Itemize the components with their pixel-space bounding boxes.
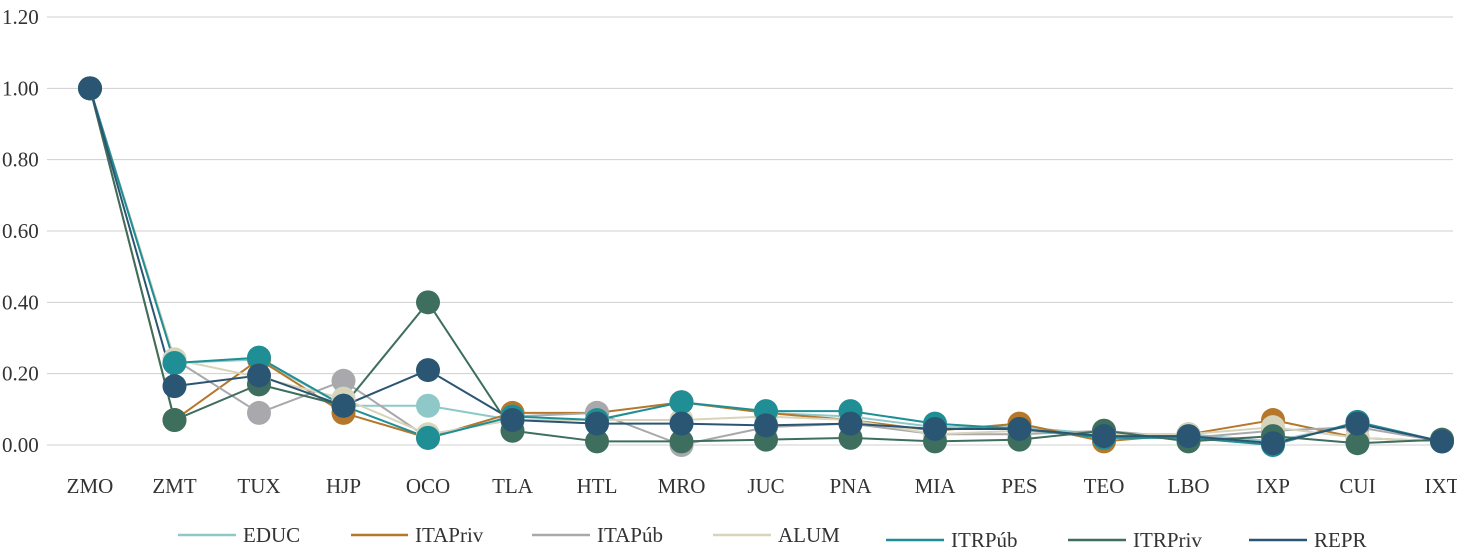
x-tick-label: TLA <box>492 474 534 498</box>
data-point <box>1261 431 1285 456</box>
x-axis-ticks: ZMO ZMT TUX HJP OCO TLA HTL MRO JUC PNA MIA PES TEO L… <box>67 474 1457 498</box>
series-lines <box>89 88 1443 446</box>
x-tick-label: TEO <box>1084 474 1125 498</box>
data-point <box>585 411 609 436</box>
data-point <box>754 413 778 438</box>
x-tick-label: IXP <box>1256 474 1290 498</box>
x-tick-label: PES <box>1001 474 1037 498</box>
data-point <box>416 393 440 418</box>
y-tick-label: 1.00 <box>2 76 39 100</box>
x-tick-label: HTL <box>577 474 618 498</box>
data-point <box>669 411 694 436</box>
data-point <box>416 358 440 383</box>
y-tick-label: 0.40 <box>2 290 39 314</box>
data-point <box>331 368 356 393</box>
data-point <box>500 408 525 433</box>
x-tick-label: MRO <box>658 474 706 498</box>
data-point <box>1176 424 1201 449</box>
data-point <box>416 425 440 450</box>
legend-label: ITAPúb <box>597 523 663 547</box>
series-line-itrpúb <box>89 88 1443 446</box>
data-point <box>247 345 271 370</box>
y-tick-label: 0.00 <box>2 433 39 457</box>
x-tick-label: TUX <box>237 474 280 498</box>
data-point <box>1345 431 1370 456</box>
data-point <box>1007 416 1032 441</box>
legend-label: EDUC <box>243 523 300 547</box>
x-tick-label: HJP <box>326 474 361 498</box>
data-point <box>162 374 187 399</box>
data-point <box>247 363 271 388</box>
data-point <box>162 350 187 375</box>
series-points <box>78 76 1454 457</box>
x-tick-label: ZMT <box>152 474 197 498</box>
data-point <box>923 416 947 441</box>
legend-label: REPR <box>1314 528 1367 552</box>
legend-label: ALUM <box>778 523 840 547</box>
y-tick-label: 0.80 <box>2 148 39 172</box>
data-point <box>78 76 102 101</box>
data-point <box>416 290 440 315</box>
data-point <box>247 400 271 425</box>
y-tick-label: 1.20 <box>2 5 39 29</box>
y-tick-label: 0.20 <box>2 362 39 386</box>
x-tick-label: CUI <box>1339 474 1375 498</box>
data-point <box>669 390 694 415</box>
x-tick-label: JUC <box>747 474 784 498</box>
data-point <box>1430 429 1454 454</box>
x-tick-label: PNA <box>829 474 872 498</box>
y-axis-ticks: 0.00 0.20 0.40 0.60 0.80 1.00 1.20 <box>2 5 39 457</box>
x-tick-label: LBO <box>1168 474 1210 498</box>
series-line-itapúb <box>89 88 1443 446</box>
data-point <box>1345 411 1370 436</box>
data-point <box>331 393 356 418</box>
legend: EDUC ITAPriv ITAPúb ALUM ITRPúb ITRPriv REPR <box>178 523 1367 552</box>
data-point <box>585 429 609 454</box>
series-line-itrpriv <box>89 88 1443 445</box>
x-tick-label: ZMO <box>67 474 114 498</box>
series-line-repr <box>89 88 1443 445</box>
y-tick-label: 0.60 <box>2 219 39 243</box>
x-tick-label: IXT <box>1425 474 1457 498</box>
x-tick-label: OCO <box>406 474 450 498</box>
data-point <box>162 408 187 433</box>
data-point <box>669 429 694 454</box>
legend-label: ITRPúb <box>951 528 1018 552</box>
legend-label: ITAPriv <box>415 523 484 547</box>
legend-label: ITRPriv <box>1133 528 1202 552</box>
x-tick-label: MIA <box>915 474 957 498</box>
data-point <box>1092 424 1116 449</box>
data-point <box>838 411 863 436</box>
